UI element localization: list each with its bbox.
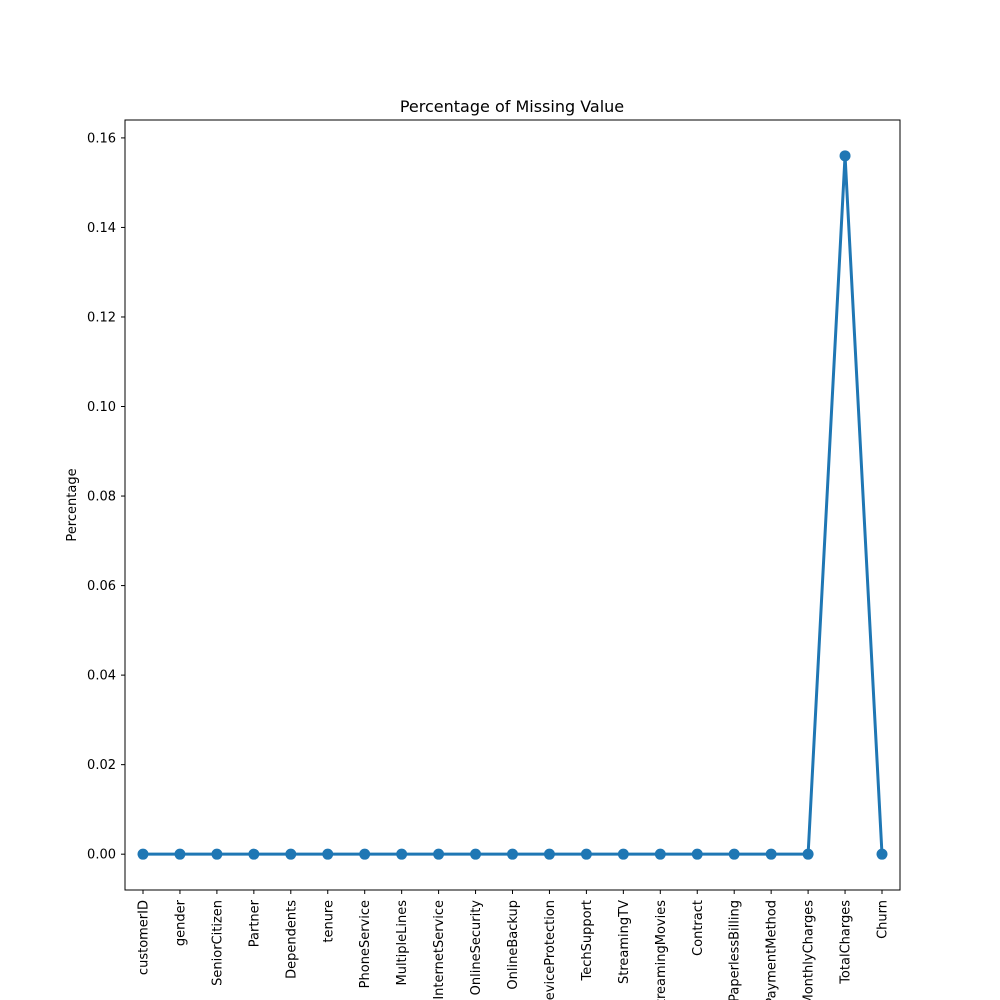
x-tick-label: TotalCharges <box>839 900 854 985</box>
data-point <box>691 848 703 860</box>
data-point <box>876 848 888 860</box>
y-tick-label: 0.06 <box>87 579 116 594</box>
x-tick-label: Partner <box>247 899 262 947</box>
x-tick-label: Contract <box>691 900 706 956</box>
data-point <box>396 848 408 860</box>
data-point <box>839 150 851 162</box>
x-tick-label: DeviceProtection <box>543 900 558 1000</box>
data-point <box>728 848 740 860</box>
y-axis-label: Percentage <box>65 468 80 541</box>
y-tick-label: 0.14 <box>87 221 116 236</box>
data-point <box>507 848 518 860</box>
y-tick-label: 0.00 <box>87 848 116 863</box>
y-tick-label: 0.08 <box>87 490 116 505</box>
y-tick-label: 0.16 <box>87 131 116 146</box>
series-group <box>137 150 888 860</box>
x-tick-label: tenure <box>321 900 336 943</box>
data-point <box>580 848 592 860</box>
y-tick-label: 0.10 <box>87 400 116 415</box>
x-tick-label: customerID <box>137 900 152 975</box>
data-point <box>654 848 666 860</box>
x-tick-label: Dependents <box>284 900 299 979</box>
x-tick-label: TechSupport <box>580 900 595 982</box>
data-point <box>617 848 629 860</box>
x-tick-label: MonthlyCharges <box>802 900 817 1000</box>
x-tick-label: PhoneService <box>358 900 373 988</box>
data-point <box>470 848 482 860</box>
x-tick-label: PaperlessBilling <box>728 900 743 1000</box>
data-point <box>285 848 297 860</box>
y-axis: 0.00 0.02 0.04 0.06 0.08 0.10 0.12 0.14 0.16 <box>87 131 125 863</box>
data-point <box>359 848 371 860</box>
data-point <box>802 848 814 860</box>
x-tick-label: StreamingTV <box>617 900 632 984</box>
x-tick-label: Churn <box>876 900 891 939</box>
x-tick-label: MultipleLines <box>395 900 410 986</box>
data-point <box>211 848 223 860</box>
data-point <box>765 848 777 860</box>
y-tick-label: 0.04 <box>87 669 116 684</box>
x-tick-label: SeniorCitizen <box>210 900 225 986</box>
data-point <box>174 848 186 860</box>
y-tick-label: 0.12 <box>87 310 116 325</box>
x-tick-label: OnlineSecurity <box>469 900 484 996</box>
x-axis: customerID gender SeniorCitizen Partner Depe… <box>137 890 891 1000</box>
x-tick-label: OnlineBackup <box>506 900 521 990</box>
plot-area <box>124 119 901 891</box>
x-tick-label: StreamingMovies <box>654 900 669 1000</box>
x-tick-label: InternetService <box>432 900 447 1000</box>
data-point <box>137 848 149 860</box>
data-point <box>433 848 445 860</box>
data-point <box>248 848 260 860</box>
x-tick-label: gender <box>173 899 188 946</box>
y-tick-label: 0.02 <box>87 758 116 773</box>
chart-title: Percentage of Missing Value <box>400 97 624 116</box>
data-point <box>322 848 334 860</box>
data-point <box>543 848 555 860</box>
x-tick-label: PaymentMethod <box>765 900 780 1000</box>
